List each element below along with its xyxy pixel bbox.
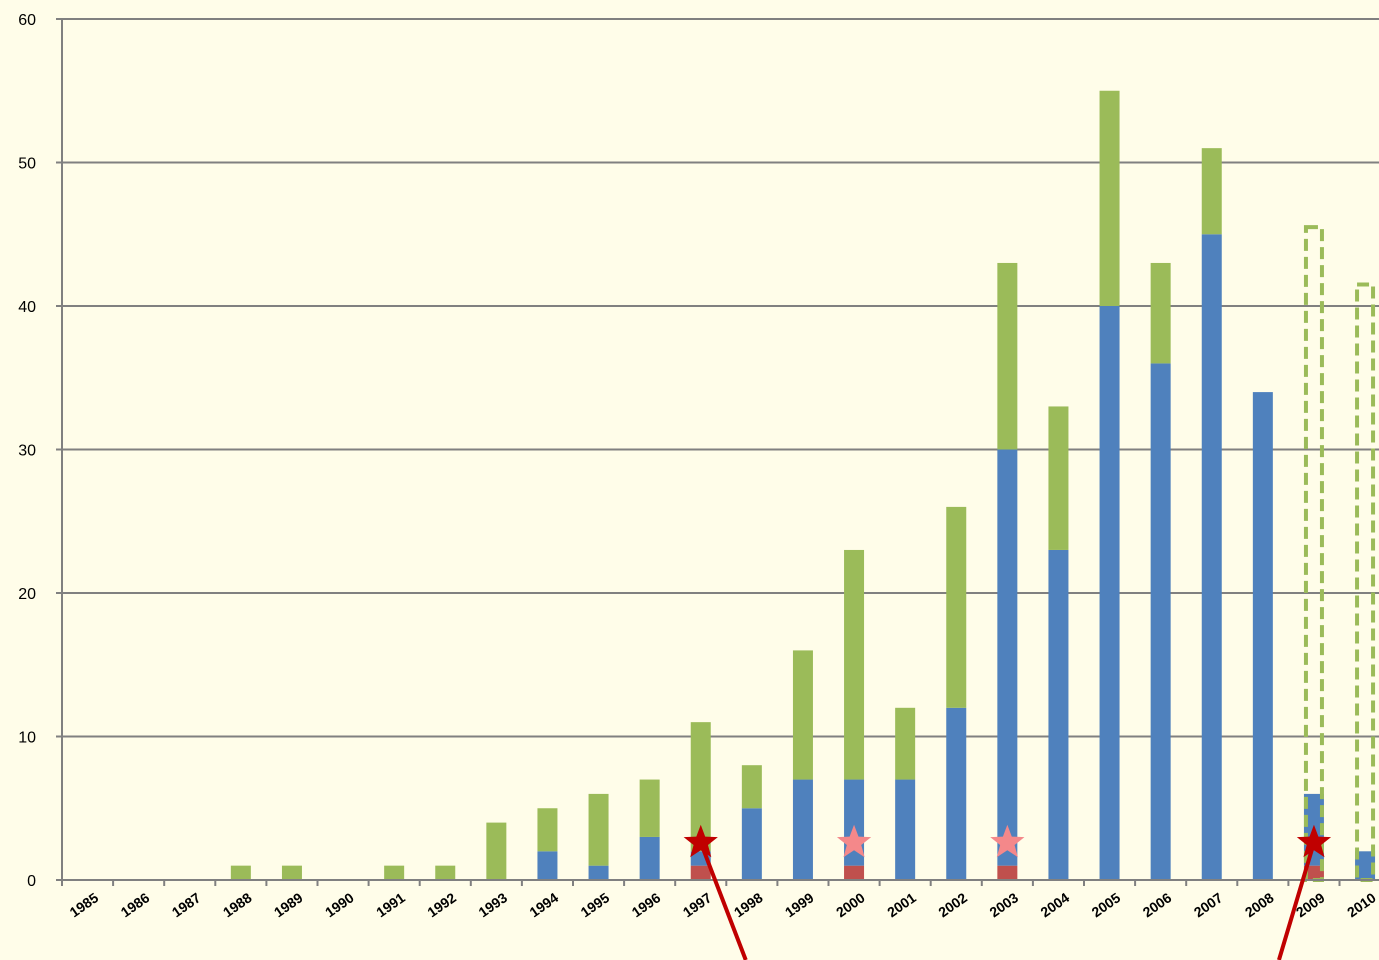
chart: 0 10 20 30 40 50 60 1985 1986 1987 1988 1989 1990 199…: [0, 0, 1379, 960]
x-tick-label: 1995: [578, 889, 613, 920]
x-tick-label: 1991: [373, 889, 408, 920]
bar-segment: [844, 550, 864, 780]
x-tick-label: 1988: [220, 889, 255, 920]
x-tick-label: 2010: [1344, 889, 1379, 920]
bar-segment: [997, 263, 1017, 450]
bar-segment: [1048, 406, 1068, 550]
bar-segment: [282, 866, 302, 880]
bar-segment: [742, 765, 762, 808]
bar-segment: [384, 866, 404, 880]
bar-segment: [1048, 550, 1068, 880]
bar-segment: [844, 866, 864, 880]
bar-segment: [1202, 234, 1222, 880]
bar-segment: [1100, 306, 1120, 880]
x-tick-label: 2007: [1191, 889, 1226, 920]
bar-segment: [1202, 148, 1222, 234]
x-tick-label: 2004: [1037, 889, 1072, 920]
bar-segment: [1151, 363, 1171, 880]
x-tick-label: 2005: [1089, 889, 1124, 920]
bar-segment: [640, 780, 660, 837]
bar-segment: [946, 708, 966, 880]
bar-segment: [589, 866, 609, 880]
x-tick-label: 1989: [271, 889, 306, 920]
y-tick-label: 30: [18, 443, 36, 460]
bar-segment: [231, 866, 251, 880]
x-tick-label: 1999: [782, 889, 817, 920]
bar-segment: [997, 866, 1017, 880]
x-tick-label: 1997: [680, 889, 715, 920]
projected-bar: [1306, 227, 1322, 880]
bar-segment: [1100, 91, 1120, 306]
bar-segment: [537, 808, 557, 851]
x-tick-label: 2001: [884, 889, 919, 920]
x-tick-label: 1996: [629, 889, 664, 920]
x-tick-label: 1998: [731, 889, 766, 920]
x-tick-label: 1992: [424, 889, 459, 920]
bar-segment: [793, 650, 813, 779]
y-tick-label: 10: [18, 730, 36, 747]
x-tick-label: 1990: [322, 889, 357, 920]
x-tick-label: 1987: [169, 889, 204, 920]
bar-segment: [793, 780, 813, 880]
y-tick-label: 50: [18, 156, 36, 173]
bar-segment: [435, 866, 455, 880]
y-tick-label: 20: [18, 586, 36, 603]
y-tick-label: 60: [18, 12, 36, 29]
bar-segment: [895, 708, 915, 780]
y-tick-label: 0: [27, 873, 36, 890]
bar-segment: [1151, 263, 1171, 363]
x-tick-label: 1994: [526, 889, 561, 920]
bar-segment: [691, 866, 711, 880]
x-tick-label: 1986: [118, 889, 153, 920]
bar-segment: [537, 851, 557, 880]
x-tick-label: 1993: [475, 889, 510, 920]
x-tick-label: 2003: [986, 889, 1021, 920]
bar-segment: [997, 450, 1017, 866]
x-tick-label: 2002: [935, 889, 970, 920]
bar-segment: [640, 837, 660, 880]
x-tick-label: 1985: [67, 889, 102, 920]
x-tick-label: 2008: [1242, 889, 1277, 920]
bar-segment: [946, 507, 966, 708]
x-tick-label: 2000: [833, 889, 868, 920]
bar-segment: [486, 823, 506, 880]
bar-segment: [742, 808, 762, 880]
projected-bar: [1357, 284, 1373, 880]
bar-segment: [589, 794, 609, 866]
bar-segment: [895, 780, 915, 880]
x-tick-label: 2006: [1140, 889, 1175, 920]
y-tick-label: 40: [18, 299, 36, 316]
bar-segment: [1253, 392, 1273, 880]
